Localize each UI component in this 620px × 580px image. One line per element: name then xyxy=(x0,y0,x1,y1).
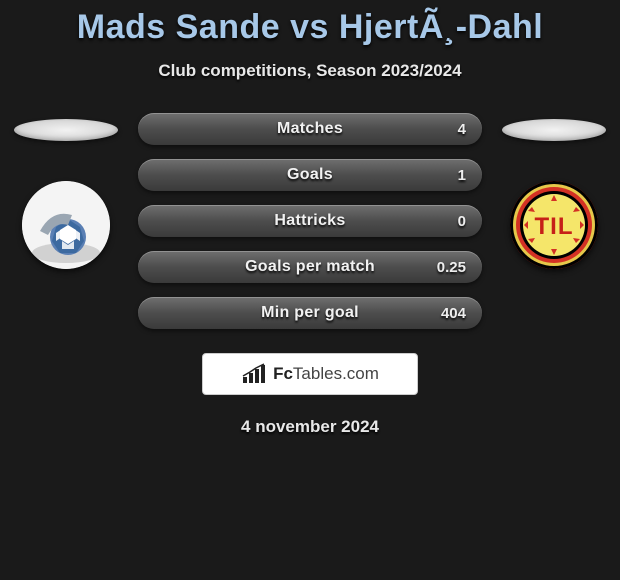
stat-row-goals: Goals 1 xyxy=(138,159,482,191)
brand-prefix: Fc xyxy=(273,364,293,383)
stat-label: Goals per match xyxy=(245,258,375,276)
stat-label: Hattricks xyxy=(274,212,345,230)
left-column xyxy=(12,113,120,269)
right-column: TIL xyxy=(500,113,608,269)
stat-row-matches: Matches 4 xyxy=(138,113,482,145)
right-logo: TIL xyxy=(510,181,598,269)
stat-row-mpg: Min per goal 404 xyxy=(138,297,482,329)
stat-value: 4 xyxy=(458,113,466,145)
stat-row-hattricks: Hattricks 0 xyxy=(138,205,482,237)
brand-suffix: Tables.com xyxy=(293,364,379,383)
left-oval-decoration xyxy=(14,119,118,141)
bar-chart-icon xyxy=(241,363,267,385)
player-placeholder-icon xyxy=(22,181,110,269)
stat-label: Matches xyxy=(277,120,343,138)
right-oval-decoration xyxy=(502,119,606,141)
subtitle: Club competitions, Season 2023/2024 xyxy=(0,61,620,81)
brand-text: FcTables.com xyxy=(273,364,379,384)
svg-text:TIL: TIL xyxy=(535,213,574,240)
brand-box[interactable]: FcTables.com xyxy=(202,353,418,395)
comparison-row: Matches 4 Goals 1 Hattricks 0 Goals per … xyxy=(0,113,620,329)
date-text: 4 november 2024 xyxy=(0,417,620,437)
stat-value: 1 xyxy=(458,159,466,191)
stat-label: Goals xyxy=(287,166,333,184)
stat-value: 0.25 xyxy=(437,251,466,283)
left-logo xyxy=(22,181,110,269)
stat-row-gpm: Goals per match 0.25 xyxy=(138,251,482,283)
til-club-icon: TIL xyxy=(510,181,598,269)
stats-column: Matches 4 Goals 1 Hattricks 0 Goals per … xyxy=(138,113,482,329)
stat-label: Min per goal xyxy=(261,304,359,322)
stat-value: 404 xyxy=(441,297,466,329)
page-title: Mads Sande vs HjertÃ¸-Dahl xyxy=(0,8,620,47)
stat-value: 0 xyxy=(458,205,466,237)
